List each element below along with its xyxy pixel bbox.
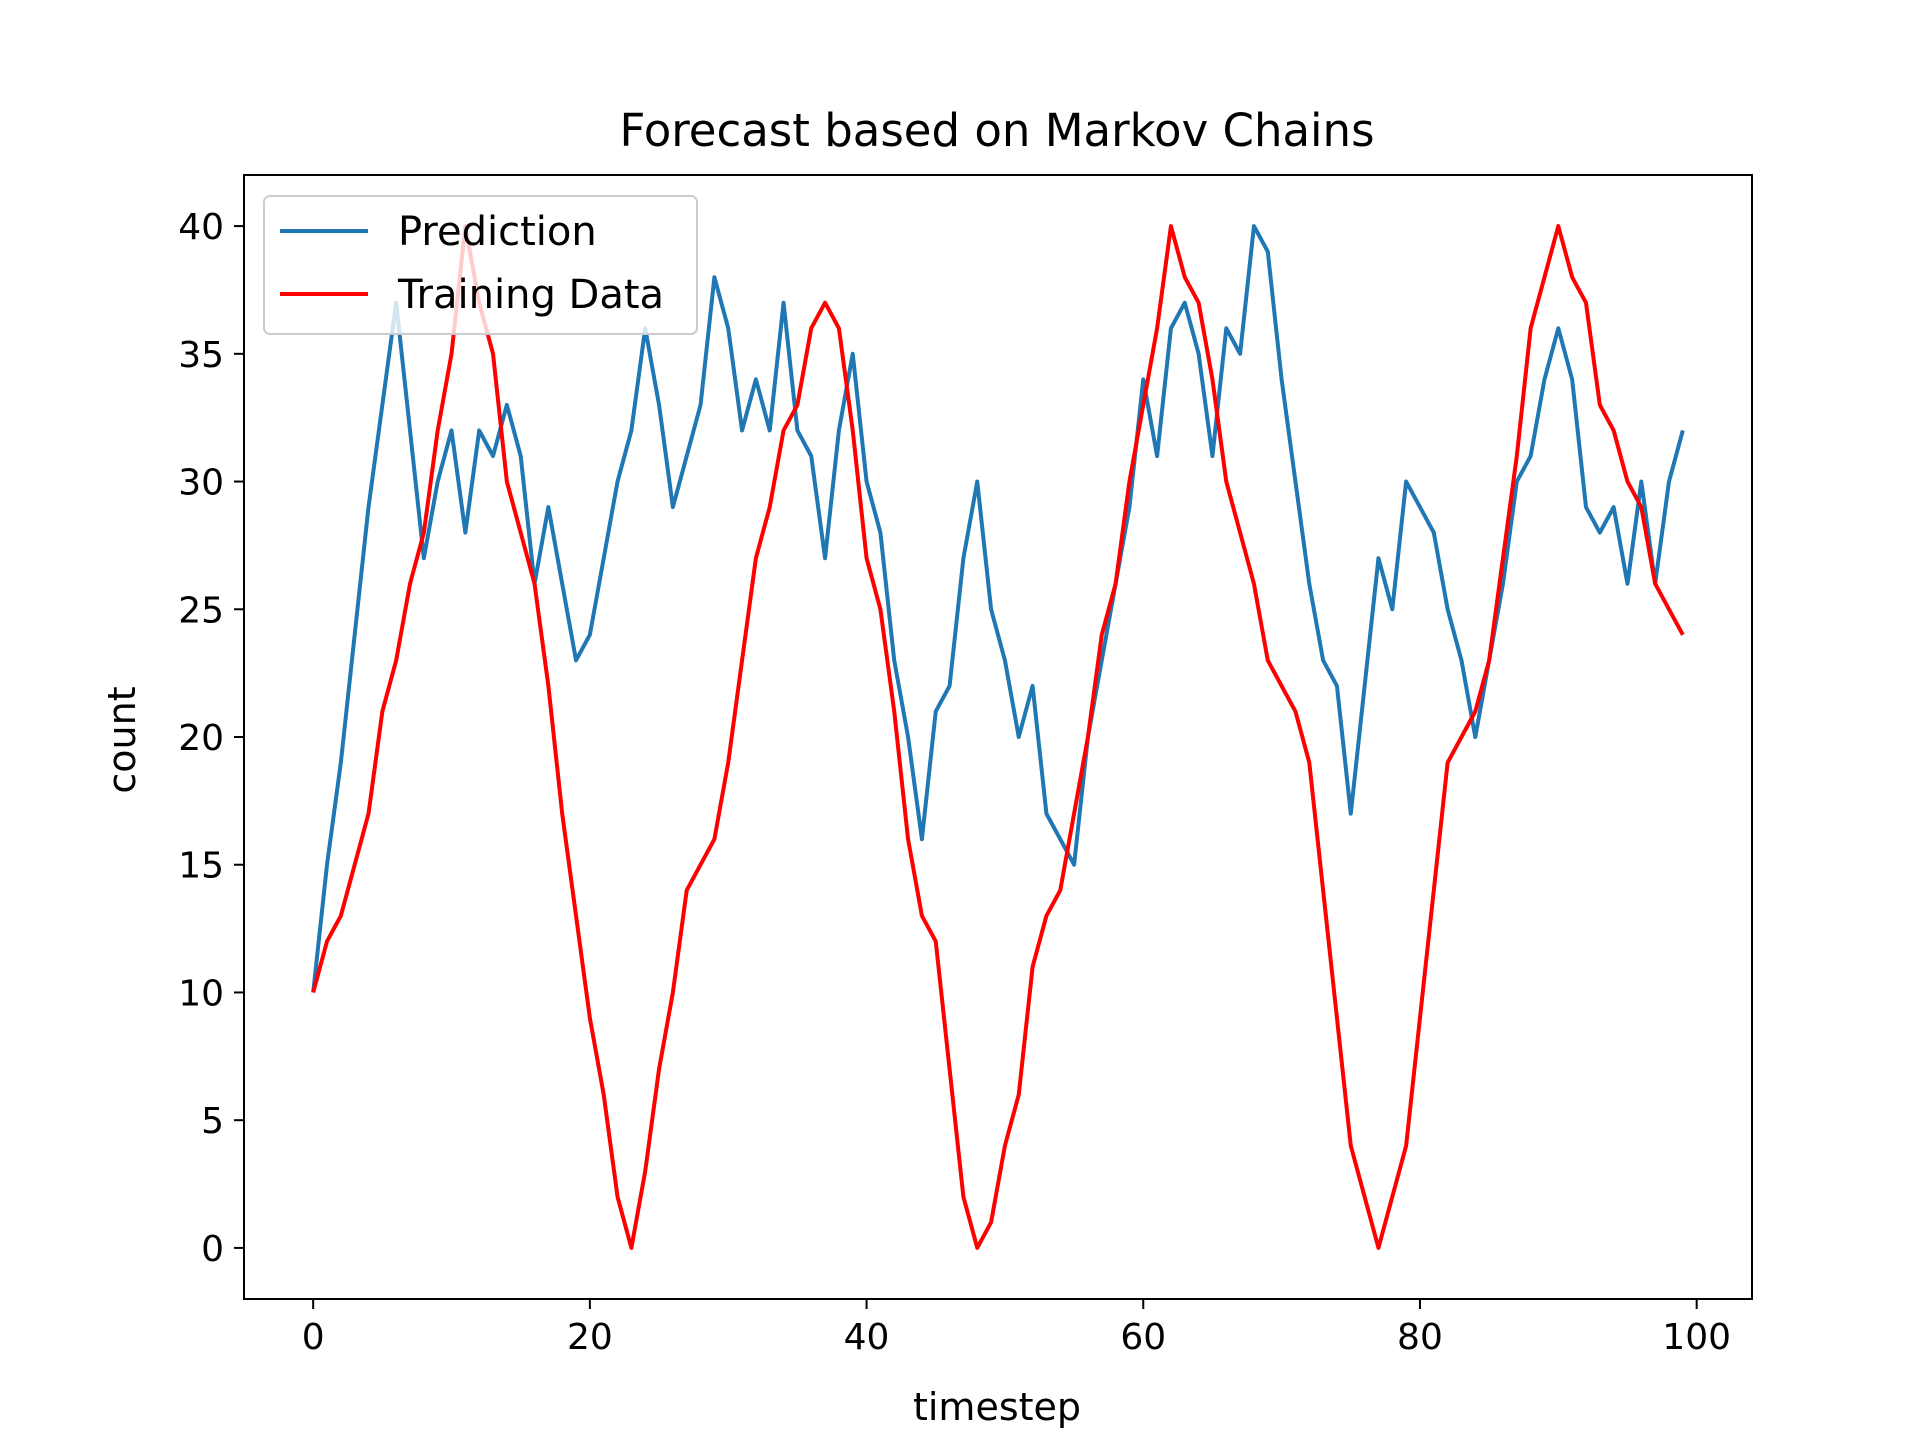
series-lines [311,224,1685,1250]
legend-label-prediction: Prediction [398,209,597,255]
series-line-training-data [311,224,1685,1250]
y-tick-label: 35 [178,335,224,376]
x-tick-label: 80 [1397,1317,1443,1358]
y-tick-label: 40 [178,207,224,248]
legend-label-training-data: Training Data [397,272,664,318]
x-axis: 0 20 40 60 80 100 [302,1299,1731,1358]
legend-box [263,195,698,335]
x-axis-label: timestep [913,1385,1081,1429]
legend: Prediction Training Data [263,195,698,335]
x-tick-label: 40 [844,1317,890,1358]
x-tick-label: 100 [1662,1317,1731,1358]
y-axis-label: count [100,686,144,793]
y-axis: 0 5 10 15 20 25 30 35 40 [178,207,244,1270]
y-tick-label: 20 [178,718,224,759]
x-tick-label: 60 [1120,1317,1166,1358]
x-tick-label: 0 [302,1317,325,1358]
y-tick-label: 30 [178,463,224,504]
y-tick-label: 25 [178,590,224,631]
y-tick-label: 15 [178,846,224,887]
y-tick-label: 10 [178,973,224,1014]
y-tick-label: 0 [201,1229,224,1270]
chart-title: Forecast based on Markov Chains [619,104,1374,157]
y-tick-label: 5 [201,1101,224,1142]
x-tick-label: 20 [567,1317,613,1358]
series-line-prediction [311,224,1685,993]
